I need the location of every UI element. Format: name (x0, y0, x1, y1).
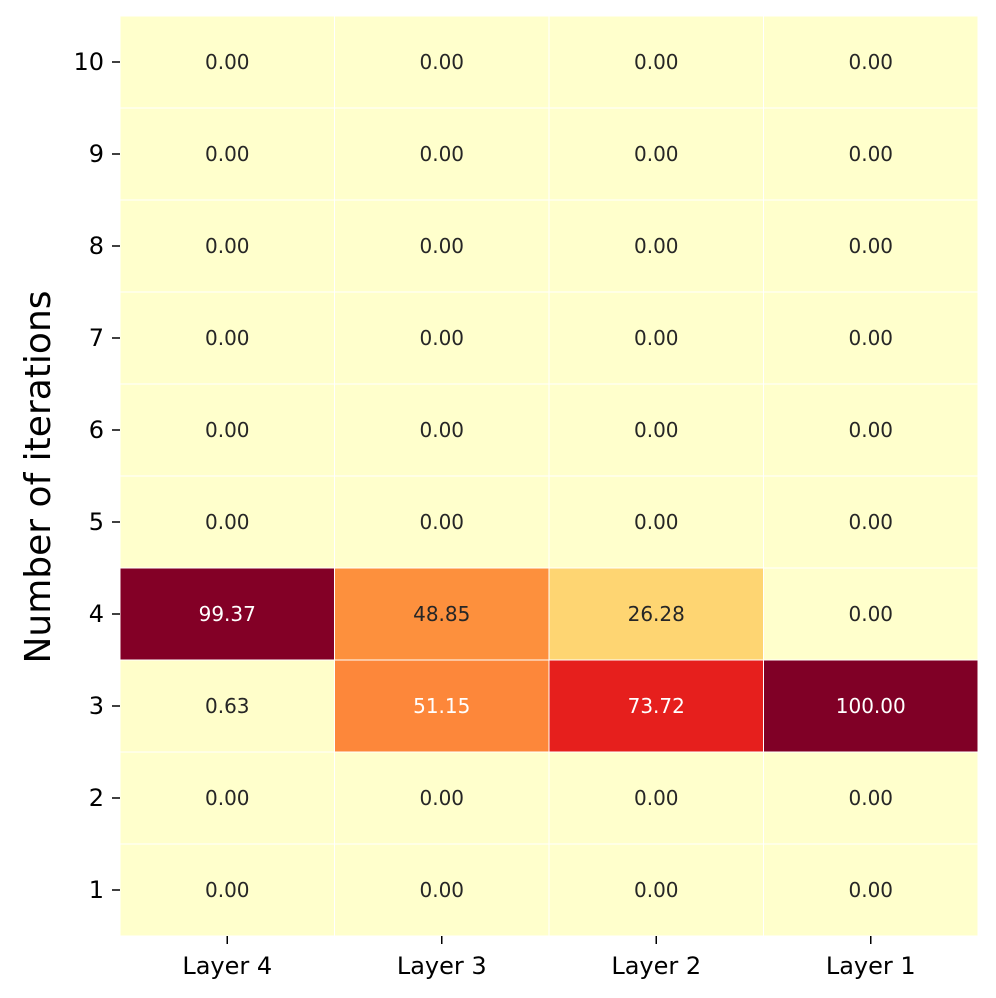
cell-value-label: 0.00 (634, 234, 679, 258)
x-tick-label: Layer 4 (182, 952, 272, 980)
cell-value-label: 0.00 (419, 786, 464, 810)
cell-value-label: 51.15 (413, 694, 470, 718)
heatmap-cell (334, 475, 550, 569)
x-tick-label: Layer 1 (826, 952, 916, 980)
cell-value-label: 26.28 (628, 602, 685, 626)
heatmap-cell (119, 567, 335, 661)
cell-value-label: 0.00 (419, 878, 464, 902)
cell-value-label: 0.00 (848, 142, 893, 166)
y-tick-label: 2 (89, 784, 104, 812)
cell-value-label: 0.00 (848, 602, 893, 626)
cell-value-labels: 0.00 0.00 0.00 0.00 0.00 0.00 0.00 0.00 0.00 0.00… (199, 50, 906, 902)
cell-value-label: 0.00 (419, 418, 464, 442)
heatmap-cell (763, 107, 979, 201)
cell-value-label: 99.37 (199, 602, 256, 626)
y-axis-label: Number of iterations (18, 290, 59, 663)
cell-value-label: 0.00 (848, 50, 893, 74)
cell-value-label: 0.00 (419, 510, 464, 534)
heatmap-cell (763, 475, 979, 569)
heatmap-cell (334, 199, 550, 293)
heatmap-cell (763, 15, 979, 109)
heatmap-cell (763, 383, 979, 477)
cell-value-label: 0.00 (419, 234, 464, 258)
heatmap-cell (119, 843, 335, 937)
cell-value-label: 0.00 (634, 786, 679, 810)
x-tick-label: Layer 2 (611, 952, 701, 980)
heatmap-cell (763, 843, 979, 937)
heatmap-cell (548, 291, 764, 385)
heatmap-cell (334, 843, 550, 937)
heatmap-cell (119, 659, 335, 753)
cell-value-label: 0.00 (634, 50, 679, 74)
y-tick-label: 10 (73, 48, 104, 76)
x-axis-ticks: Layer 4 Layer 3 Layer 2 Layer 1 (182, 936, 916, 980)
y-axis-ticks: 10 9 8 7 6 5 4 3 2 1 (73, 48, 120, 904)
heatmap-cell (763, 199, 979, 293)
heatmap-cell (548, 751, 764, 845)
cell-value-label: 100.00 (836, 694, 906, 718)
cell-value-label: 0.00 (634, 510, 679, 534)
y-tick-label: 3 (89, 692, 104, 720)
cell-value-label: 73.72 (628, 694, 685, 718)
cell-value-label: 0.00 (848, 510, 893, 534)
cell-value-label: 0.00 (419, 142, 464, 166)
x-tick-label: Layer 3 (397, 952, 487, 980)
cell-value-label: 0.00 (419, 326, 464, 350)
cell-value-label: 48.85 (413, 602, 470, 626)
heatmap-cell (119, 291, 335, 385)
heatmap-cell (334, 291, 550, 385)
heatmap-cell (763, 291, 979, 385)
heatmap-cell (548, 843, 764, 937)
heatmap-cell (334, 15, 550, 109)
heatmap-cell (334, 383, 550, 477)
heatmap-cell (119, 475, 335, 569)
y-tick-label: 7 (89, 324, 104, 352)
cell-value-label: 0.00 (205, 142, 250, 166)
y-tick-label: 5 (89, 508, 104, 536)
cell-value-label: 0.00 (205, 326, 250, 350)
heatmap-cell (334, 107, 550, 201)
cell-value-label: 0.00 (634, 418, 679, 442)
cell-value-label: 0.00 (205, 878, 250, 902)
cell-value-label: 0.00 (205, 50, 250, 74)
y-tick-label: 4 (89, 600, 104, 628)
cell-value-label: 0.00 (848, 234, 893, 258)
heatmap-cell (763, 751, 979, 845)
cell-value-label: 0.00 (848, 786, 893, 810)
heatmap-cell (119, 107, 335, 201)
cell-value-label: 0.00 (634, 142, 679, 166)
heatmap-cell (548, 15, 764, 109)
cell-value-label: 0.00 (634, 326, 679, 350)
heatmap-cell (119, 15, 335, 109)
heatmap-cell (763, 567, 979, 661)
heatmap-cell (119, 383, 335, 477)
cell-value-label: 0.00 (848, 878, 893, 902)
y-tick-label: 8 (89, 232, 104, 260)
heatmap-cells (119, 15, 979, 937)
cell-value-label: 0.00 (205, 786, 250, 810)
heatmap-cell (548, 475, 764, 569)
y-tick-label: 9 (89, 140, 104, 168)
y-tick-label: 6 (89, 416, 104, 444)
cell-value-label: 0.00 (848, 326, 893, 350)
heatmap-cell (548, 659, 764, 753)
cell-value-label: 0.00 (419, 50, 464, 74)
heatmap-cell (548, 383, 764, 477)
heatmap-cell (548, 567, 764, 661)
cell-value-label: 0.00 (205, 510, 250, 534)
cell-value-label: 0.00 (205, 234, 250, 258)
cell-value-label: 0.00 (205, 418, 250, 442)
cell-value-label: 0.00 (634, 878, 679, 902)
y-tick-label: 1 (89, 876, 104, 904)
cell-value-label: 0.00 (848, 418, 893, 442)
cell-value-label: 0.63 (205, 694, 250, 718)
